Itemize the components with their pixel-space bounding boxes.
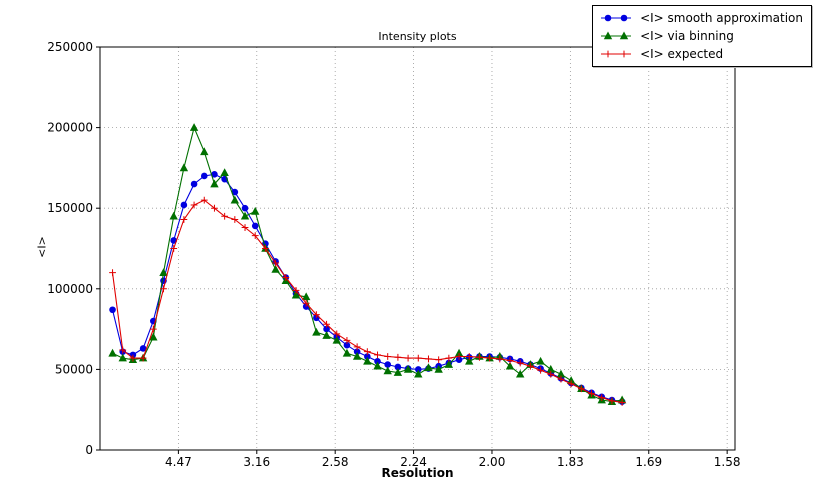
- legend-marker-icon: [601, 31, 632, 40]
- x-tick-label: 3.16: [243, 455, 270, 469]
- legend-label: <I> smooth approximation: [640, 11, 803, 25]
- y-tick-label: 50000: [55, 362, 93, 376]
- legend-marker-icon: [601, 14, 632, 22]
- chart-title: Intensity plots: [378, 30, 457, 43]
- x-tick-label: 1.58: [714, 455, 741, 469]
- x-tick-label: 2.24: [400, 455, 427, 469]
- x-tick-label: 2.58: [322, 455, 349, 469]
- legend-item: <I> expected: [599, 45, 803, 63]
- y-tick-label: 200000: [47, 121, 93, 135]
- y-tick-label: 150000: [47, 201, 93, 215]
- legend-marker-icon: [601, 50, 632, 58]
- legend-item: <I> smooth approximation: [599, 9, 803, 27]
- x-tick-label: 1.69: [635, 455, 662, 469]
- x-tick-label: 1.83: [557, 455, 584, 469]
- legend-label: <I> via binning: [640, 29, 734, 43]
- legend-item: <I> via binning: [599, 27, 803, 45]
- y-axis-label: <I>: [35, 236, 49, 258]
- plot-area: [100, 47, 735, 450]
- x-tick-label: 2.00: [479, 455, 506, 469]
- x-tick-label: 4.47: [165, 455, 192, 469]
- axis-tick-labels: 4.47 3.16 2.58 2.24 2.00 1.83 1.69 1.58 0 50000 10…: [47, 40, 740, 469]
- y-tick-label: 0: [85, 443, 93, 457]
- y-tick-label: 100000: [47, 282, 93, 296]
- legend: <I> smooth approximation <I> via binning <…: [592, 5, 812, 67]
- x-axis-label: Resolution: [381, 466, 454, 480]
- series--i-via-binning: [108, 123, 627, 405]
- series--i-expected: [109, 196, 626, 406]
- plot-border: [99, 46, 736, 451]
- axis-ticks: [96, 46, 728, 454]
- y-tick-label: 250000: [47, 40, 93, 54]
- legend-label: <I> expected: [640, 47, 724, 61]
